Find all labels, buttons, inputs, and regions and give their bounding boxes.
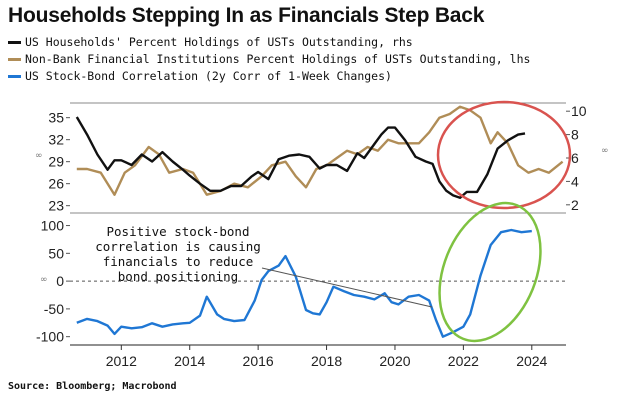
x-tick-label: 2014 xyxy=(174,353,205,369)
left-tick-label: 26 xyxy=(48,176,64,192)
left-tick-label: 32 xyxy=(48,132,64,148)
series-line-households xyxy=(75,116,526,199)
legend-swatch-households xyxy=(8,41,21,44)
right-tick-label: 10 xyxy=(571,103,587,119)
right-tick-label: 4 xyxy=(571,173,579,189)
bottom-tick-label: -100 xyxy=(36,329,64,345)
legend-entry-households: US Households' Percent Holdings of USTs … xyxy=(8,34,530,51)
axis-link-icon: ∞ xyxy=(601,146,609,156)
x-tick-label: 2016 xyxy=(243,353,274,369)
left-tick-label: 23 xyxy=(48,198,64,214)
axis-link-icon: ∞ xyxy=(35,151,43,161)
right-tick-label: 8 xyxy=(571,127,579,143)
bottom-tick-label: 50 xyxy=(48,245,64,261)
x-tick-label: 2024 xyxy=(516,353,547,369)
x-tick-label: 2022 xyxy=(448,353,479,369)
source-note: Source: Bloomberg; Macrobond xyxy=(8,381,177,392)
left-tick-label: 35 xyxy=(48,110,64,126)
series-line-correlation xyxy=(76,228,532,338)
x-tick-label: 2012 xyxy=(106,353,137,369)
annotation-text-line: correlation is causing xyxy=(95,239,261,254)
highlight-ellipse-red xyxy=(436,100,572,210)
legend-entry-nonbank: Non-Bank Financial Institutions Percent … xyxy=(8,51,530,68)
legend-entry-correlation: US Stock-Bond Correlation (2y Corr of 1-… xyxy=(8,68,530,85)
legend-label-households: US Households' Percent Holdings of USTs … xyxy=(25,35,413,49)
highlight-ellipse-green xyxy=(438,201,542,343)
right-tick-label: 6 xyxy=(571,150,579,166)
axis-link-icon: ∞ xyxy=(40,275,48,285)
legend-label-nonbank: Non-Bank Financial Institutions Percent … xyxy=(25,52,531,66)
annotation-pointer-line xyxy=(261,267,433,308)
legend: US Households' Percent Holdings of USTs … xyxy=(8,34,530,85)
bottom-tick-label: -50 xyxy=(44,301,64,317)
legend-swatch-nonbank xyxy=(8,58,21,61)
left-tick-label: 29 xyxy=(48,154,64,170)
annotation-text-line: financials to reduce xyxy=(103,254,254,269)
right-tick-label: 2 xyxy=(571,197,579,213)
series-line-nonbank xyxy=(76,105,564,196)
x-tick-label: 2018 xyxy=(311,353,342,369)
chart-title: Households Stepping In as Financials Ste… xyxy=(8,4,485,27)
annotation-text-line: bond positioning xyxy=(118,269,238,284)
legend-swatch-correlation xyxy=(8,75,21,78)
bottom-tick-label: 100 xyxy=(41,218,65,234)
bottom-tick-label: 0 xyxy=(56,273,64,289)
legend-label-correlation: US Stock-Bond Correlation (2y Corr of 1-… xyxy=(25,69,392,83)
annotation-text-line: Positive stock-bond xyxy=(107,224,250,239)
x-tick-label: 2020 xyxy=(379,353,410,369)
